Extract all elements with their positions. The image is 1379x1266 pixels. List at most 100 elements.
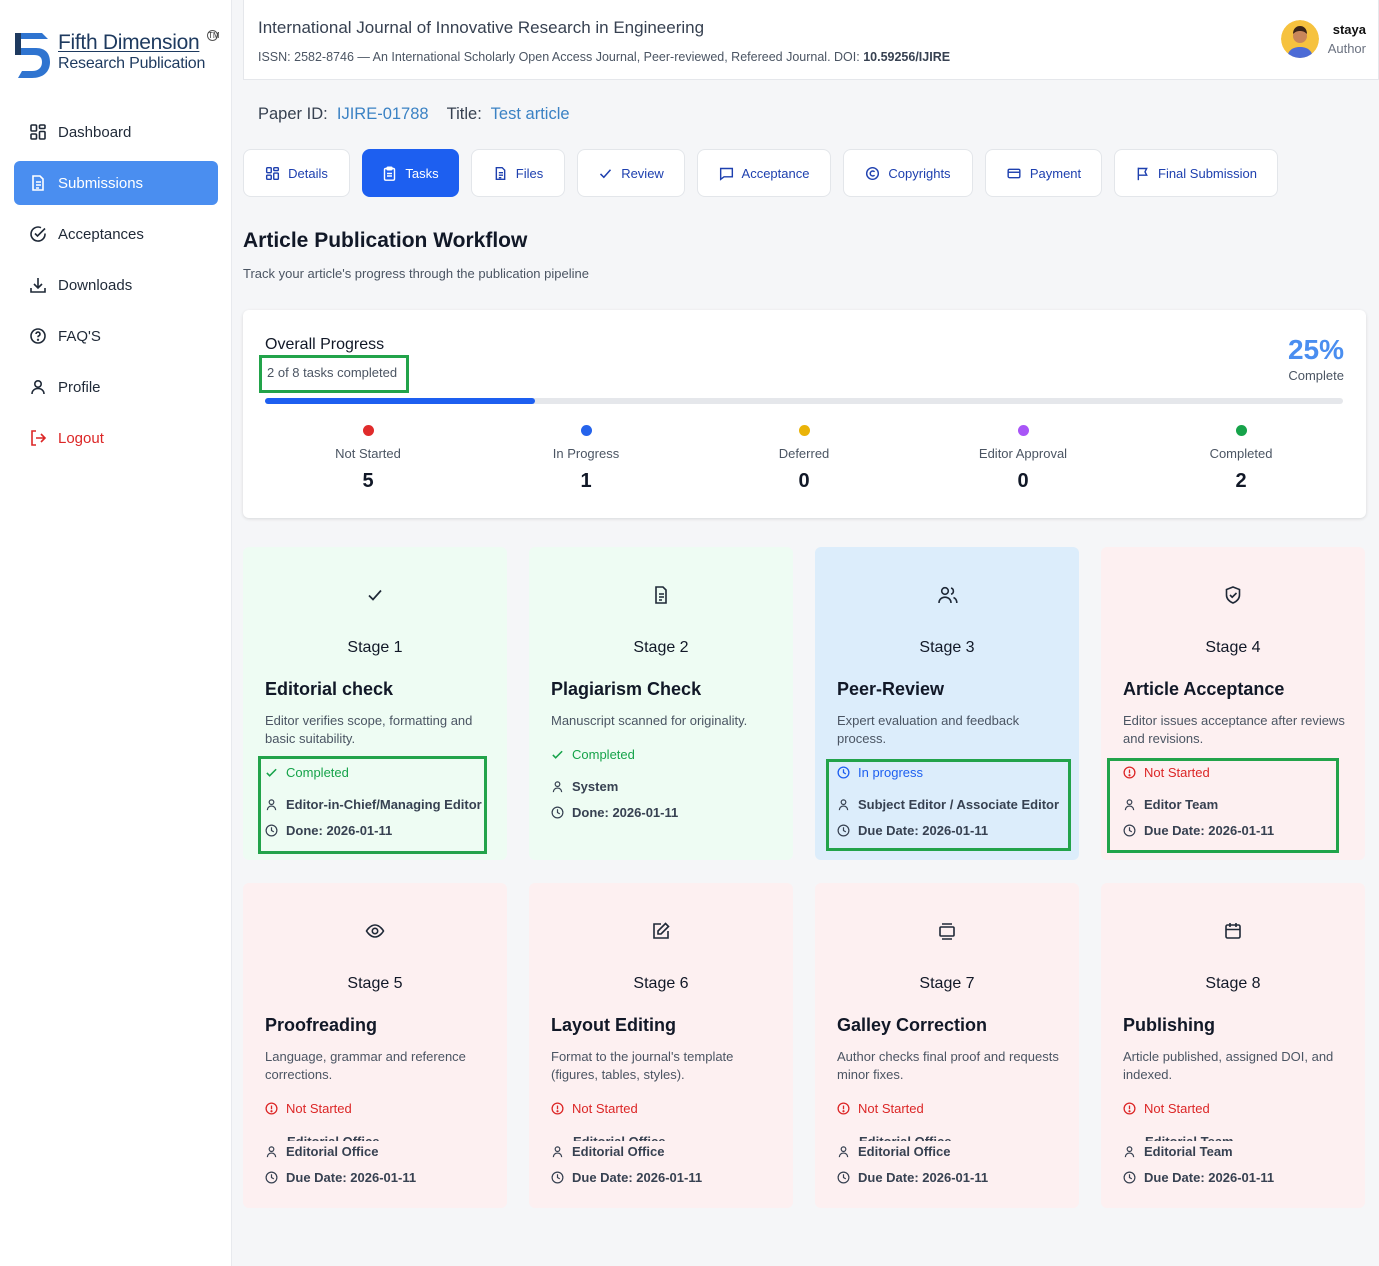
stage-status: Not Started: [837, 1101, 924, 1116]
progress-percent: 25%: [1287, 334, 1344, 365]
clock-icon: [265, 1171, 278, 1184]
sidebar-item-label: Submissions: [58, 174, 144, 192]
stage-assignee: Editorial Office: [265, 1144, 378, 1159]
paper-title-label: Title:: [446, 105, 482, 123]
stage-card-2[interactable]: Stage 2 Plagiarism Check Manuscript scan…: [529, 547, 793, 860]
alert-circle-icon: [265, 1102, 278, 1115]
sidebar-item-label: FAQ'S: [58, 327, 101, 345]
alert-circle-icon: [1123, 766, 1136, 779]
tab-label: Acceptance: [741, 165, 810, 181]
check-circle-icon: [28, 224, 48, 244]
tab-details[interactable]: Details: [243, 149, 350, 197]
sidebar-item-dashboard[interactable]: Dashboard: [14, 110, 218, 154]
tab-copyrights[interactable]: Copyrights: [843, 149, 973, 197]
user-icon: [1123, 1145, 1136, 1158]
user-menu[interactable]: staya Author: [1328, 22, 1366, 56]
stage-name: Article Acceptance: [1123, 679, 1285, 699]
stage-status-label: Not Started: [1144, 765, 1210, 780]
stage-description: Manuscript scanned for originality.: [551, 713, 748, 728]
tab-payment[interactable]: Payment: [985, 149, 1102, 197]
user-icon: [551, 780, 564, 793]
highlight-box: [1107, 758, 1339, 853]
clock-icon: [837, 824, 850, 837]
stage-name: Publishing: [1123, 1015, 1215, 1035]
stage-number: Stage 1: [347, 639, 403, 656]
stage-number: Stage 4: [1205, 639, 1261, 656]
sidebar-item-submissions[interactable]: Submissions: [14, 161, 218, 205]
sidebar-item-label: Profile: [58, 378, 101, 396]
document-icon: [28, 173, 48, 193]
clock-icon: [1123, 1171, 1136, 1184]
journal-issn-text: ISSN: 2582-8746 — An International Schol…: [258, 50, 864, 64]
tab-final-submission[interactable]: Final Submission: [1114, 149, 1278, 197]
highlight-box: [826, 759, 1071, 851]
user-icon: [551, 1145, 564, 1158]
workflow-title: Article Publication Workflow: [243, 229, 528, 252]
stage-card-3[interactable]: Stage 3 Peer-Review Expert evaluation an…: [815, 547, 1079, 860]
stage-due-label: Due Date: 2026-01-11: [1144, 823, 1275, 838]
users-icon: [937, 585, 958, 605]
stage-assignee: Editor Team: [1123, 797, 1218, 812]
stage-card-7[interactable]: Stage 7 Galley Correction Author checks …: [815, 883, 1079, 1208]
stage-due-label: Due Date: 2026-01-11: [1144, 1170, 1275, 1185]
stage-assignee: Editorial Office: [837, 1144, 950, 1159]
user-role: Author: [1327, 41, 1366, 56]
paper-info: Paper ID: IJIRE-01788 Title: Test articl…: [258, 105, 570, 124]
journal-doi: 10.59256/IJIRE: [863, 50, 951, 64]
stage-status-label: Completed: [286, 765, 349, 780]
status-dot: [1017, 425, 1029, 436]
tab-tasks[interactable]: Tasks: [362, 149, 459, 197]
shield-check-icon: [1223, 585, 1243, 605]
stage-status: Completed: [265, 765, 349, 780]
tab-label: Files: [515, 165, 544, 181]
stat-editor-approval: Editor Approval 0: [943, 425, 1103, 493]
tab-label: Final Submission: [1158, 165, 1257, 181]
sidebar-item-downloads[interactable]: Downloads: [14, 263, 218, 307]
stage-assignee: Editorial Office: [551, 1144, 664, 1159]
tab-acceptance[interactable]: Acceptance: [697, 149, 831, 197]
clock-icon: [551, 1171, 564, 1184]
trademark-badge: TM: [207, 30, 220, 41]
workflow-subtitle: Track your article's progress through th…: [243, 266, 589, 281]
stat-label: Editor Approval: [978, 446, 1068, 461]
progress-complete-label: Complete: [1288, 368, 1344, 383]
tab-files[interactable]: Files: [471, 149, 565, 197]
stage-assignee: Editorial Team: [1123, 1144, 1233, 1159]
stage-name: Layout Editing: [551, 1015, 676, 1035]
clock-icon: [551, 806, 564, 819]
stage-card-6[interactable]: Stage 6 Layout Editing Format to the jou…: [529, 883, 793, 1208]
stage-assignee-overflow: Editorial Office: [859, 1135, 951, 1141]
stage-card-5[interactable]: Stage 5 Proofreading Language, grammar a…: [243, 883, 507, 1208]
sidebar-nav: Dashboard Submissions Acceptances Downlo…: [14, 110, 218, 467]
grid-icon: [28, 122, 48, 142]
brand-tagline: Research Publication: [58, 55, 206, 72]
user-icon: [837, 798, 850, 811]
sidebar-item-profile[interactable]: Profile: [14, 365, 218, 409]
sidebar-item-acceptances[interactable]: Acceptances: [14, 212, 218, 256]
clock-icon: [1123, 824, 1136, 837]
clock-icon: [265, 824, 278, 837]
brand-logo[interactable]: Fifth Dimension Research Publication: [12, 28, 205, 80]
stage-card-1[interactable]: Stage 1 Editorial check Editor verifies …: [243, 547, 507, 860]
avatar[interactable]: [1281, 20, 1319, 58]
user-name: staya: [1332, 22, 1366, 37]
paper-id-label: Paper ID:: [258, 105, 328, 123]
sidebar-item-label: Downloads: [58, 276, 133, 294]
stage-due: Due Date: 2026-01-11: [265, 1170, 416, 1185]
sidebar-item-faqs[interactable]: FAQ'S: [14, 314, 218, 358]
checkmark-icon: [365, 585, 385, 605]
clock-icon: [837, 1171, 850, 1184]
tab-label: Payment: [1029, 165, 1082, 181]
stage-card-8[interactable]: Stage 8 Publishing Article published, as…: [1101, 883, 1365, 1208]
stage-assignee-label: Subject Editor / Associate Editor: [858, 797, 1060, 812]
tab-review[interactable]: Review: [577, 149, 685, 197]
progress-bar-fill: [265, 398, 535, 404]
status-dot: [798, 425, 810, 436]
copyright-icon: [865, 166, 880, 181]
stage-description: Editor issues acceptance after reviews a…: [1123, 713, 1345, 746]
stat-value: 1: [580, 470, 592, 492]
stage-card-4[interactable]: Stage 4 Article Acceptance Editor issues…: [1101, 547, 1365, 860]
sidebar-item-logout[interactable]: Logout: [14, 416, 218, 460]
stage-number: Stage 5: [347, 975, 403, 992]
stage-name: Galley Correction: [837, 1015, 988, 1035]
